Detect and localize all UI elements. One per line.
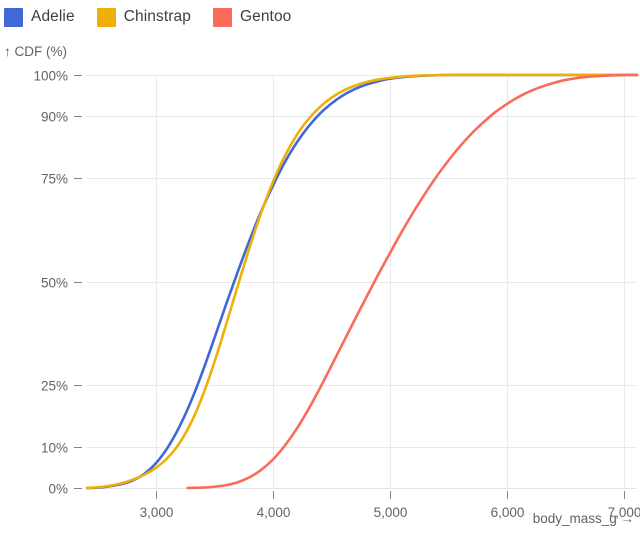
y-tick-label: 50% (41, 276, 68, 291)
x-tick-label: 4,000 (257, 505, 291, 520)
x-tick-label: 6,000 (491, 505, 525, 520)
y-tick-label: 25% (41, 379, 68, 394)
y-tick-label: 100% (33, 69, 68, 84)
legend-label-gentoo: Gentoo (239, 8, 292, 25)
series-line-chinstrap (85, 73, 639, 490)
chart-legend: Adelie Chinstrap Gentoo (4, 4, 313, 30)
y-axis-ticks: 100% 90% 75% 50% 25% 10% 0% (33, 69, 82, 497)
x-axis-title: body_mass_g → (532, 511, 634, 526)
y-tick-label: 75% (41, 172, 68, 187)
series-line-adelie (85, 73, 639, 490)
y-axis-title: ↑ CDF (%) (4, 44, 67, 59)
x-tick-label: 7,000 (608, 505, 640, 520)
legend-swatch-chinstrap (96, 7, 116, 27)
legend-swatch-gentoo (212, 7, 232, 27)
legend-label-adelie: Adelie (31, 8, 75, 25)
y-tick-label: 10% (41, 441, 68, 456)
x-tick-label: 5,000 (374, 505, 408, 520)
horizontal-gridlines (87, 75, 637, 489)
x-tick-label: 3,000 (140, 505, 174, 520)
x-axis-ticks: 3,000 4,000 5,000 6,000 7,000 (140, 491, 640, 520)
series-line-gentoo (186, 73, 639, 490)
legend-swatch-adelie (4, 7, 23, 27)
y-tick-label: 0% (48, 482, 68, 497)
series-lines (85, 73, 639, 490)
y-tick-label: 90% (41, 110, 68, 125)
legend-item-chinstrap[interactable]: Chinstrap (96, 7, 191, 27)
vertical-gridlines (156, 75, 625, 488)
legend-item-adelie[interactable]: Adelie (4, 7, 75, 27)
legend-item-gentoo[interactable]: Gentoo (212, 7, 292, 27)
legend-label-chinstrap: Chinstrap (123, 8, 191, 25)
